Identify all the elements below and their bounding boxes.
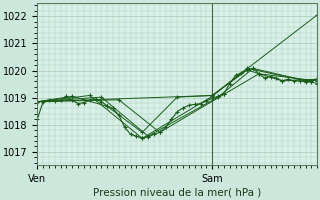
X-axis label: Pression niveau de la mer( hPa ): Pression niveau de la mer( hPa )	[93, 187, 261, 197]
